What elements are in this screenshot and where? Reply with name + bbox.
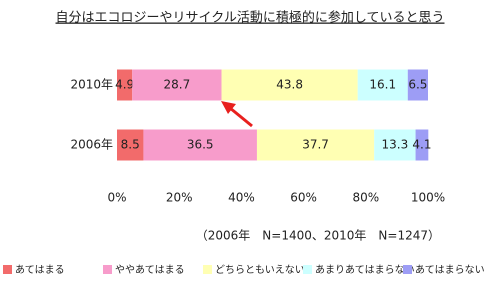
legend-swatch [203, 265, 212, 274]
legend-swatch [3, 265, 12, 274]
bar-segment [374, 129, 416, 161]
legend-label: ややあてはまる [115, 264, 185, 276]
legend-swatch [303, 265, 312, 274]
value-label: 13.3 [382, 138, 409, 152]
x-tick-label: 20% [166, 191, 193, 205]
bar-segment [117, 69, 133, 101]
value-label: 6.5 [408, 78, 427, 92]
y-tick-label: 2006年 [70, 138, 113, 152]
legend-swatch [403, 265, 412, 274]
bar-segment [415, 129, 429, 161]
bar-segment [117, 129, 144, 161]
bar-segment [357, 69, 408, 101]
x-tick-label: 100% [411, 191, 445, 205]
value-label: 8.5 [121, 138, 140, 152]
value-label: 36.5 [187, 138, 214, 152]
x-tick-label: 80% [352, 191, 379, 205]
x-tick-label: 60% [290, 191, 317, 205]
legend-label: あまりあてはまらない [315, 264, 415, 276]
legend-label: あてはまる [15, 264, 65, 276]
value-label: 16.1 [369, 78, 396, 92]
legend-label: どちらともいえない [215, 264, 305, 276]
note: （2006年 N=1400、2010年 N=1247） [196, 229, 440, 243]
legend-swatch [103, 265, 112, 274]
legend-label: あてはまらない [415, 264, 485, 276]
x-tick-label: 0% [107, 191, 126, 205]
chart-title: 自分はエコロジーやリサイクル活動に積極的に参加していると思う [56, 10, 445, 26]
y-tick-label: 2010年 [70, 78, 113, 92]
bar-segment [256, 129, 375, 161]
value-label: 37.7 [302, 138, 329, 152]
bar-segment [132, 69, 222, 101]
bar-segment [407, 69, 428, 101]
x-tick-label: 40% [228, 191, 255, 205]
bar-segment [143, 129, 257, 161]
value-label: 28.7 [164, 78, 191, 92]
value-label: 4.9 [115, 78, 134, 92]
annotation-arrow [221, 101, 253, 128]
value-label: 43.8 [276, 78, 303, 92]
value-label: 4.1 [412, 138, 431, 152]
bar-segment [221, 69, 358, 101]
